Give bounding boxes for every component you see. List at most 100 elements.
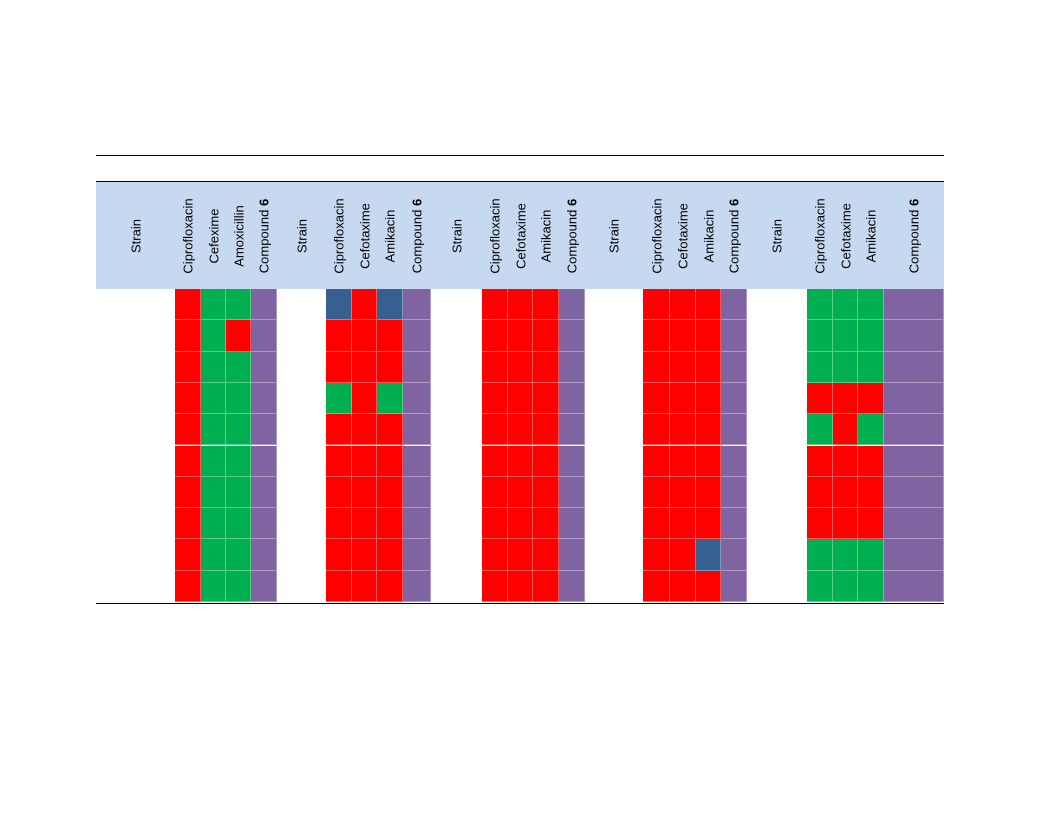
column-header-label: Cefotaxime — [357, 203, 372, 269]
column-header-label: Amikacin — [383, 209, 398, 262]
result-cell — [403, 570, 431, 602]
result-cell — [721, 320, 747, 352]
result-cell — [403, 382, 431, 415]
result-cell — [559, 445, 585, 477]
result-cell — [559, 289, 585, 321]
column-header-label: Ciprofloxacin — [488, 198, 503, 273]
column-header-cefotaxime: Cefotaxime — [670, 182, 696, 289]
result-cell — [643, 382, 670, 415]
result-cell — [175, 445, 201, 477]
result-cell — [807, 414, 833, 446]
header-text: Amikacin — [701, 209, 716, 262]
column-header-strain: Strain — [431, 182, 482, 289]
result-cell — [326, 320, 352, 352]
result-cell — [721, 508, 747, 540]
strain-column-body — [277, 289, 326, 602]
result-cell — [807, 570, 833, 602]
column-header-cefotaxime: Cefotaxime — [508, 182, 533, 289]
result-cell — [721, 445, 747, 477]
result-cell — [482, 539, 508, 571]
result-cell — [508, 382, 533, 415]
result-cell — [559, 351, 585, 383]
result-cell — [226, 289, 251, 321]
column-header-label: Strain — [128, 219, 143, 253]
result-cell — [696, 570, 721, 602]
result-cell — [226, 382, 251, 415]
result-cell — [508, 539, 533, 571]
result-cell — [482, 476, 508, 509]
result-cell — [377, 382, 403, 415]
result-cell — [403, 351, 431, 383]
result-cell — [559, 414, 585, 446]
column-header-label: Ciprofloxacin — [649, 198, 664, 273]
column-header-label: Amikacin — [539, 209, 554, 262]
strain-column-body — [431, 289, 482, 602]
result-cell — [696, 351, 721, 383]
column-header-label: Ciprofloxacin — [181, 198, 196, 273]
column-header-amoxicillin: Amoxicillin — [226, 182, 251, 289]
result-cell — [482, 382, 508, 415]
result-cell — [833, 289, 858, 321]
column-header-label: Compound 6 — [565, 198, 580, 272]
result-cell — [403, 414, 431, 446]
result-cell — [377, 351, 403, 383]
column-header-label: Amoxicillin — [231, 205, 246, 266]
result-cell — [251, 570, 277, 602]
result-cell — [201, 382, 226, 415]
result-cell — [559, 382, 585, 415]
result-cell — [807, 539, 833, 571]
result-cell — [226, 476, 251, 509]
result-cell — [696, 476, 721, 509]
column-header-compound-6: Compound 6 — [251, 182, 277, 289]
result-cell — [807, 445, 833, 477]
strain-column-body — [747, 289, 807, 602]
result-cell — [670, 414, 696, 446]
result-cell — [352, 320, 377, 352]
result-cell — [721, 414, 747, 446]
result-cell — [643, 570, 670, 602]
result-cell — [326, 508, 352, 540]
result-cell — [251, 414, 277, 446]
result-cell — [251, 445, 277, 477]
result-cell — [377, 476, 403, 509]
column-header-strain: Strain — [277, 182, 326, 289]
result-cell — [807, 476, 833, 509]
header-text: Ciprofloxacin — [649, 197, 664, 274]
column-header-label: Strain — [607, 219, 622, 253]
column-header-label: Strain — [294, 219, 309, 253]
result-cell — [721, 570, 747, 602]
column-header-strain: Strain — [585, 182, 643, 289]
result-cell — [643, 351, 670, 383]
result-cell — [533, 320, 559, 352]
header-text: Cefotaxime — [838, 202, 853, 269]
result-cell — [533, 351, 559, 383]
result-cell — [482, 570, 508, 602]
column-header-label: Cefotaxime — [513, 203, 528, 269]
header-text: Compound — [726, 205, 742, 273]
column-header-label: Strain — [770, 219, 785, 253]
column-header-amikacin: Amikacin — [533, 182, 559, 289]
result-cell — [807, 351, 833, 383]
result-cell — [721, 289, 747, 321]
result-cell — [326, 539, 352, 571]
column-header-compound-6: Compound 6 — [884, 182, 944, 289]
header-text: Cefotaxime — [675, 202, 691, 269]
column-header-label: Amikacin — [701, 209, 716, 262]
result-cell — [533, 539, 559, 571]
result-cell — [175, 539, 201, 571]
result-cell — [533, 289, 559, 321]
result-cell — [175, 570, 201, 602]
header-bold-text: 6 — [726, 198, 742, 206]
result-cell — [326, 445, 352, 477]
result-cell — [643, 539, 670, 571]
result-cell — [670, 351, 696, 383]
result-cell — [884, 508, 944, 540]
result-cell — [175, 320, 201, 352]
result-cell — [833, 320, 858, 352]
result-cell — [670, 508, 696, 540]
result-cell — [403, 539, 431, 571]
result-cell — [670, 476, 696, 509]
result-cell — [326, 570, 352, 602]
header-text: Compound — [906, 205, 922, 273]
result-cell — [508, 476, 533, 509]
